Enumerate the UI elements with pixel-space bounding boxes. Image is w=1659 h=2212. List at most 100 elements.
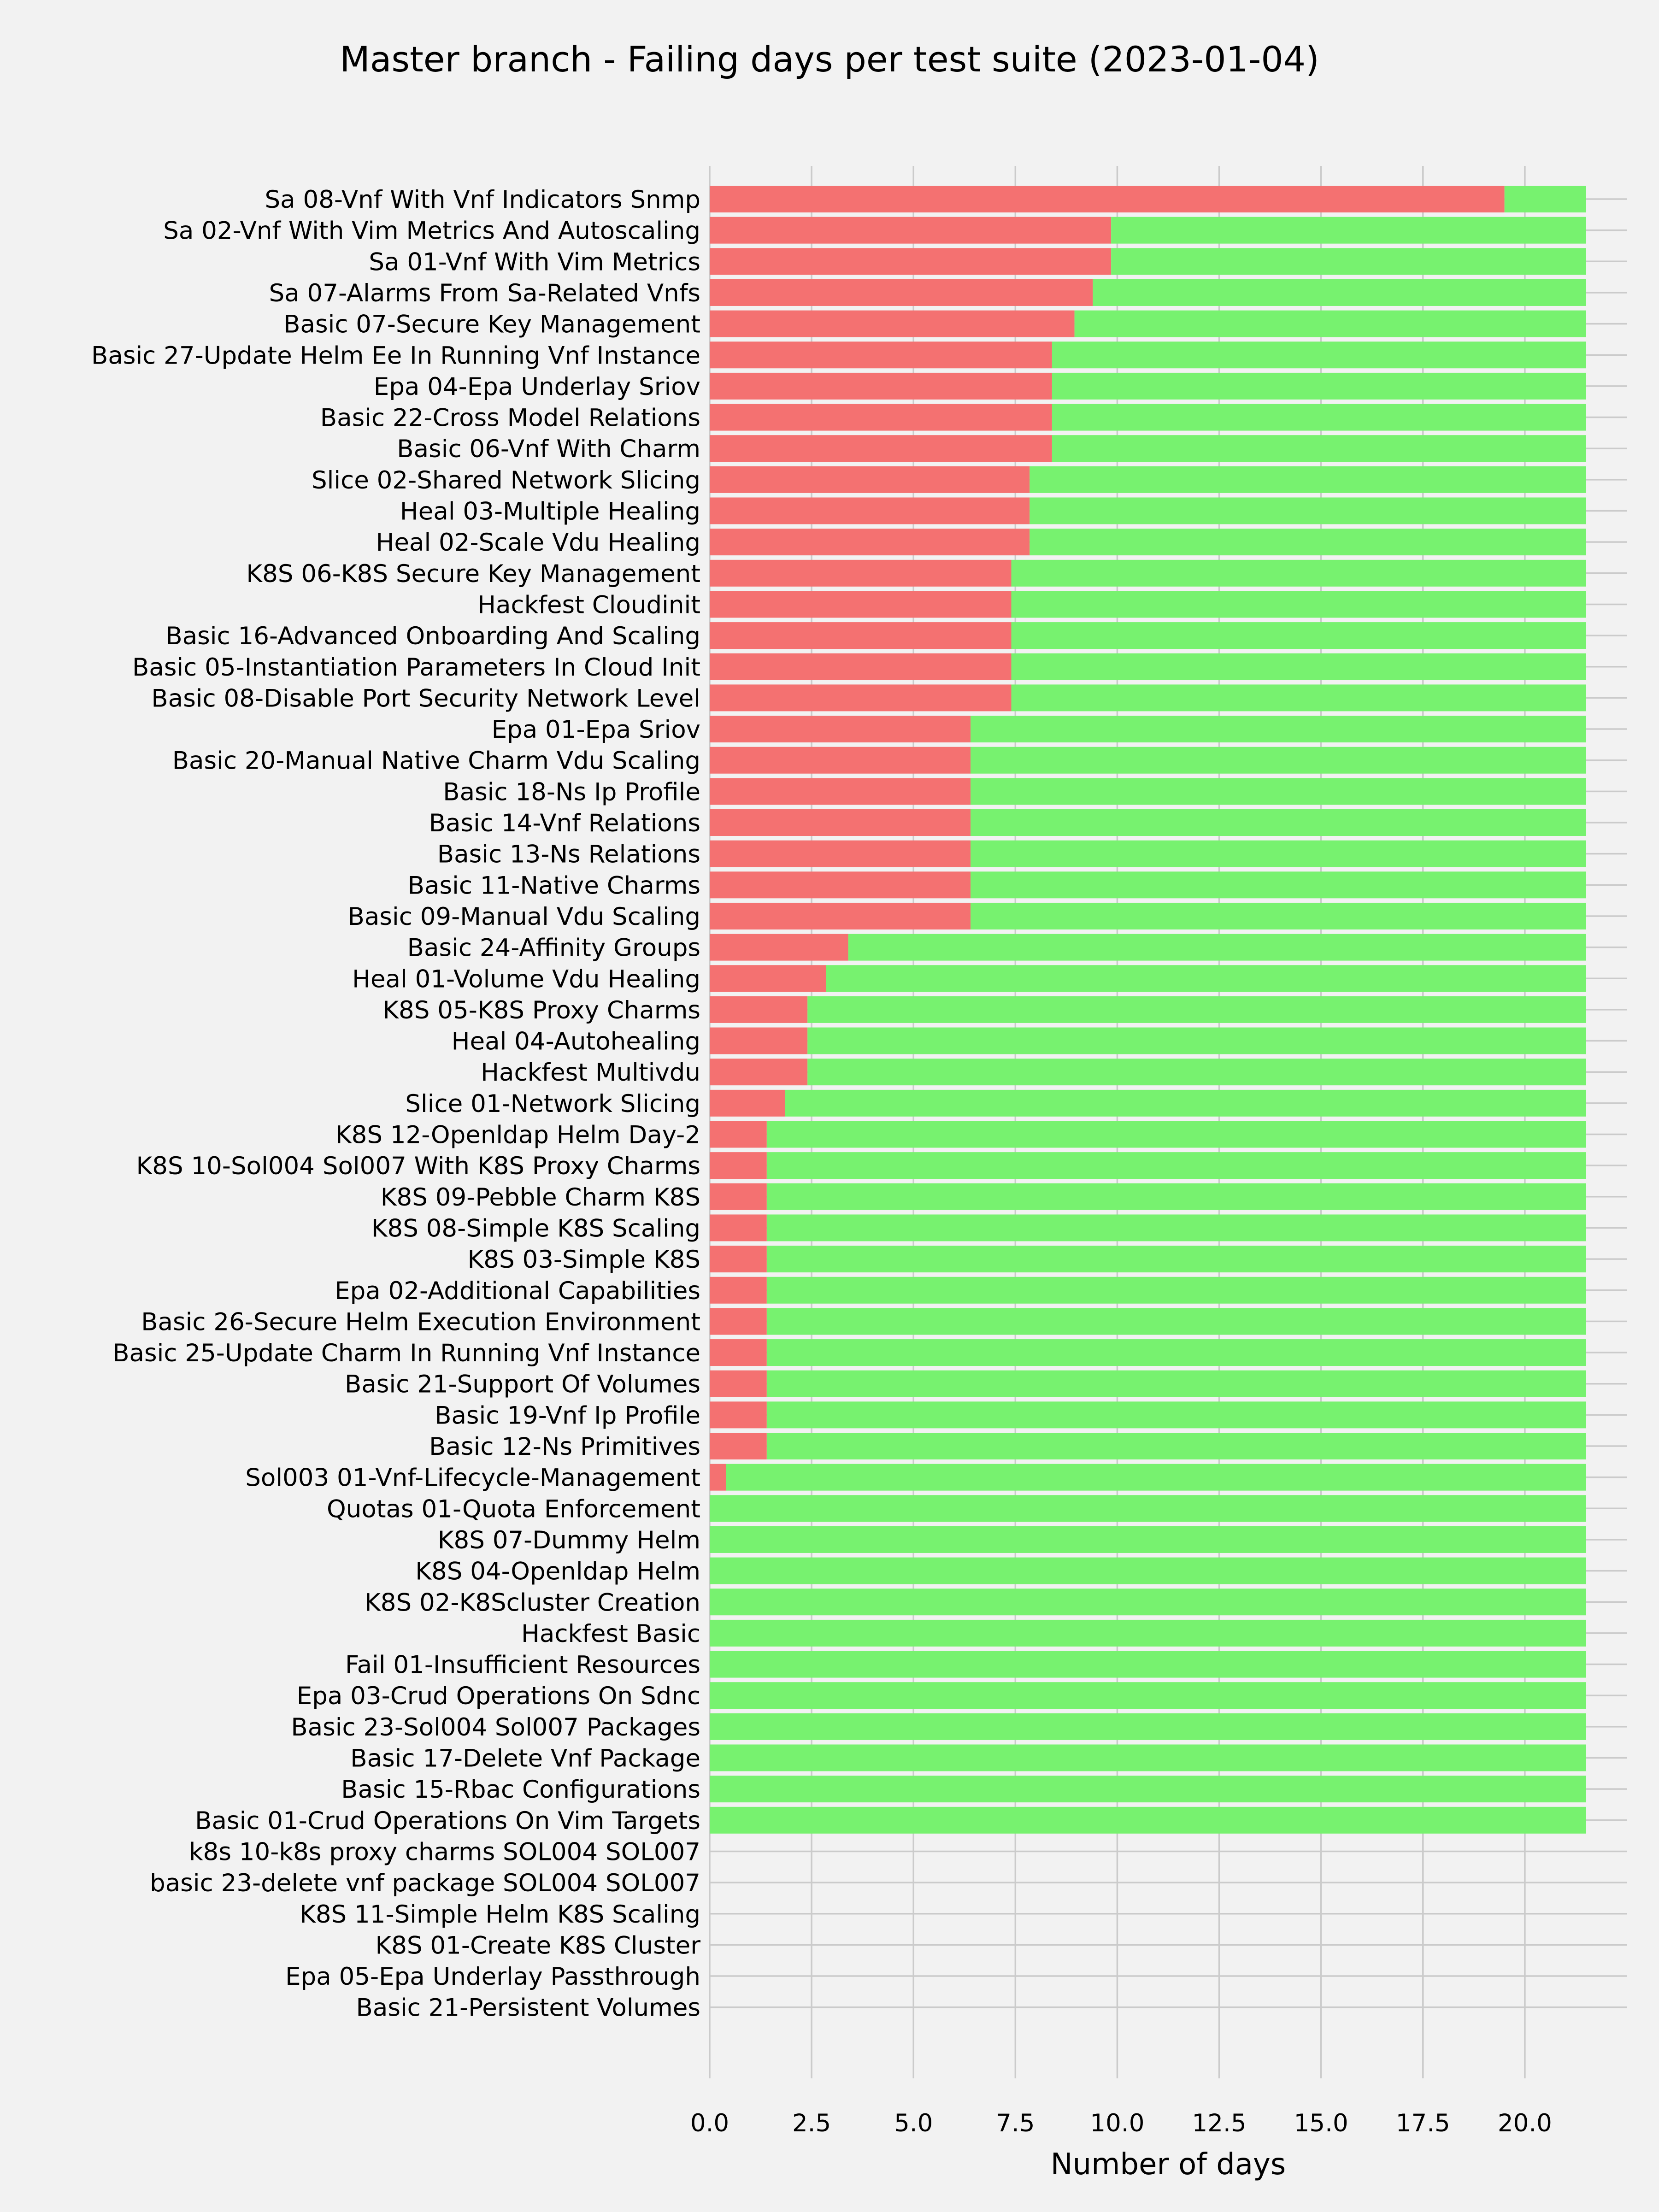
bar-failing [710, 217, 1112, 244]
bar-failing [710, 1464, 726, 1491]
y-tick-label: Basic 21-Support Of Volumes [345, 1371, 700, 1399]
bar-passing [807, 1059, 1586, 1086]
bar-passing [710, 1526, 1586, 1553]
bar-failing [710, 965, 826, 992]
x-tick-label: 20.0 [1498, 2109, 1552, 2137]
y-tick-label: K8S 05-K8S Proxy Charms [382, 996, 700, 1024]
bar-failing [710, 1433, 767, 1459]
y-tick-label: Epa 01-Epa Sriov [492, 716, 700, 744]
bar-passing [1111, 248, 1586, 275]
bar-passing [766, 1433, 1586, 1459]
y-tick-label: Basic 09-Manual Vdu Scaling [348, 903, 700, 931]
y-tick-label: Epa 04-Epa Underlay Sriov [374, 373, 700, 401]
bar-passing [710, 1682, 1586, 1709]
y-tick-label: Sa 02-Vnf With Vim Metrics And Autoscali… [163, 217, 700, 245]
y-tick-label: Quotas 01-Quota Enforcement [327, 1495, 700, 1523]
bar-passing [710, 1588, 1586, 1616]
x-tick-label: 7.5 [996, 2109, 1035, 2137]
bar-passing [1504, 186, 1586, 212]
bar-passing [766, 1152, 1586, 1179]
bar-passing [710, 1776, 1586, 1803]
y-tick-label: Basic 24-Affinity Groups [407, 934, 700, 962]
y-tick-label: Basic 23-Sol004 Sol007 Packages [291, 1713, 700, 1741]
y-tick-label: K8S 04-Openldap Helm [415, 1558, 700, 1586]
y-tick-label: Basic 20-Manual Native Charm Vdu Scaling [172, 747, 700, 775]
y-tick-label: K8S 07-Dummy Helm [438, 1526, 700, 1554]
bar-failing [710, 466, 1030, 493]
bar-passing [1011, 591, 1586, 618]
y-tick-label: Basic 06-Vnf With Charm [397, 435, 700, 463]
bar-passing [1011, 622, 1586, 649]
y-tick-label: K8S 08-Simple K8S Scaling [371, 1214, 700, 1242]
bar-passing [971, 871, 1586, 899]
bar-passing [971, 747, 1586, 774]
bar-passing [807, 996, 1586, 1023]
bar-passing [1052, 372, 1586, 400]
y-tick-label: Basic 11-Native Charms [408, 871, 700, 900]
y-tick-label: Basic 22-Cross Model Relations [320, 404, 700, 432]
bar-passing [710, 1557, 1586, 1584]
bar-failing [710, 622, 1012, 649]
bar-failing [710, 372, 1052, 400]
bar-passing [971, 809, 1586, 836]
bar-passing [1074, 310, 1586, 337]
bar-failing [710, 1401, 767, 1429]
bar-passing [766, 1214, 1586, 1241]
y-tick-label: Basic 01-Crud Operations On Vim Targets [195, 1807, 700, 1835]
bar-failing [710, 996, 808, 1023]
x-tick-label: 0.0 [690, 2109, 729, 2137]
bar-passing [766, 1277, 1586, 1304]
bar-failing [710, 1121, 767, 1148]
y-tick-label: Basic 12-Ns Primitives [429, 1433, 700, 1461]
bar-failing [710, 1214, 767, 1241]
y-tick-label: K8S 01-Create K8S Cluster [375, 1931, 700, 1959]
bar-failing [710, 871, 971, 899]
x-tick-label: 10.0 [1090, 2109, 1144, 2137]
x-axis-label: Number of days [1051, 2147, 1286, 2182]
bar-failing [710, 341, 1052, 369]
bar-passing [1052, 404, 1586, 431]
bar-failing [710, 591, 1012, 618]
bar-passing [1011, 559, 1586, 587]
bar-passing [785, 1089, 1586, 1117]
bar-passing [766, 1401, 1586, 1429]
bar-failing [710, 1370, 767, 1397]
bar-passing [710, 1495, 1586, 1522]
y-tick-label: Basic 15-Rbac Configurations [341, 1776, 700, 1804]
bar-passing [766, 1308, 1586, 1335]
y-tick-label: Basic 16-Advanced Onboarding And Scaling [165, 622, 700, 650]
y-tick-label: Heal 04-Autohealing [452, 1028, 700, 1056]
y-tick-label: Heal 03-Multiple Healing [400, 498, 700, 526]
y-tick-label: Hackfest Multivdu [481, 1059, 700, 1087]
y-tick-label: Basic 17-Delete Vnf Package [350, 1745, 700, 1773]
bar-failing [710, 1183, 767, 1210]
bar-passing [766, 1183, 1586, 1210]
bar-failing [710, 310, 1075, 337]
bar-failing [710, 1027, 808, 1054]
y-tick-label: Basic 14-Vnf Relations [429, 809, 700, 837]
bar-passing [766, 1121, 1586, 1148]
bar-failing [710, 1277, 767, 1304]
y-tick-label: Basic 26-Secure Helm Execution Environme… [141, 1308, 700, 1336]
y-tick-label: Heal 02-Scale Vdu Healing [376, 529, 700, 557]
bar-failing [710, 1089, 785, 1117]
x-tick-label: 2.5 [792, 2109, 831, 2137]
y-tick-label: Hackfest Cloudinit [477, 591, 700, 619]
bar-passing [1011, 653, 1586, 680]
y-tick-labels: Sa 08-Vnf With Vnf Indicators Snmp Sa 02-… [91, 186, 700, 2022]
bar-passing [807, 1027, 1586, 1054]
y-tick-label: Epa 02-Additional Capabilities [335, 1277, 700, 1305]
bar-failing [710, 529, 1030, 556]
bar-passing [971, 778, 1586, 805]
y-tick-label: K8S 02-K8Scluster Creation [365, 1588, 700, 1617]
x-tick-label: 5.0 [894, 2109, 933, 2137]
x-tick-label: 12.5 [1192, 2109, 1247, 2137]
bar-failing [710, 840, 971, 867]
bar-passing [766, 1339, 1586, 1366]
bar-passing [1030, 497, 1586, 524]
bar-failing [710, 653, 1012, 680]
y-tick-label: Fail 01-Insufficient Resources [345, 1651, 700, 1679]
y-tick-label: Sol003 01-Vnf-Lifecycle-Management [245, 1464, 700, 1492]
y-tick-label: basic 23-delete vnf package SOL004 SOL00… [150, 1869, 700, 1897]
